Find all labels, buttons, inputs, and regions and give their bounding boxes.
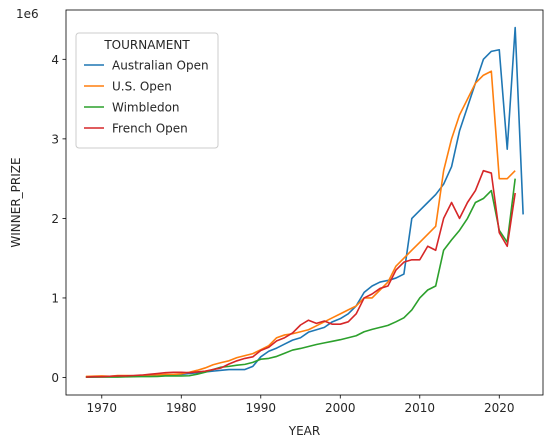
legend-label: Australian Open bbox=[112, 59, 209, 73]
legend-title: TOURNAMENT bbox=[103, 38, 190, 52]
legend: TOURNAMENT Australian Open U.S. Open Wimbl… bbox=[75, 32, 219, 149]
x-tick-label: 2000 bbox=[325, 401, 356, 415]
x-tick-label: 1970 bbox=[87, 401, 118, 415]
y-tick-label: 2 bbox=[51, 212, 59, 226]
x-tick-label: 1980 bbox=[166, 401, 197, 415]
x-tick-label: 2020 bbox=[484, 401, 515, 415]
x-tick-label: 1990 bbox=[246, 401, 277, 415]
legend-box bbox=[75, 32, 219, 149]
y-tick-label: 0 bbox=[51, 371, 59, 385]
legend-label: U.S. Open bbox=[112, 80, 172, 94]
y-tick-label: 1 bbox=[51, 291, 59, 305]
series-line-french-open bbox=[85, 169, 516, 378]
plot-area-frame bbox=[65, 9, 544, 396]
series-line-wimbledon bbox=[85, 178, 516, 378]
y-axis: 0 1 2 3 4 bbox=[51, 53, 66, 385]
y-axis-offset-text: 1e6 bbox=[16, 7, 39, 21]
x-axis-label: YEAR bbox=[288, 424, 320, 438]
series-lines bbox=[85, 26, 524, 378]
legend-label: Wimbledon bbox=[112, 101, 180, 115]
x-axis: 1970 1980 1990 2000 2010 2020 bbox=[87, 395, 515, 415]
y-axis-label: WINNER_PRIZE bbox=[9, 157, 23, 247]
legend-entries: Australian Open U.S. Open Wimbledon French … bbox=[84, 59, 209, 136]
legend-label: French Open bbox=[112, 122, 188, 136]
y-tick-label: 4 bbox=[51, 53, 59, 67]
x-tick-label: 2010 bbox=[405, 401, 436, 415]
series-line-u-s-open bbox=[85, 70, 516, 378]
y-tick-label: 3 bbox=[51, 132, 59, 146]
